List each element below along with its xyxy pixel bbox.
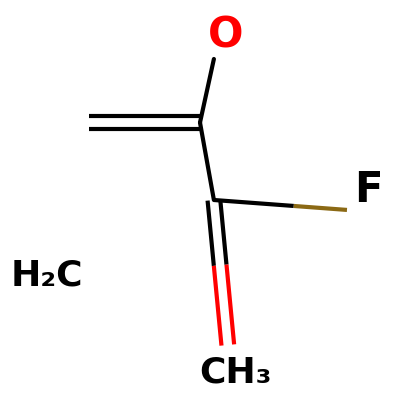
Text: H₂C: H₂C [11,258,83,292]
Text: F: F [354,169,383,211]
Text: CH₃: CH₃ [200,356,272,390]
Text: O: O [208,14,244,56]
